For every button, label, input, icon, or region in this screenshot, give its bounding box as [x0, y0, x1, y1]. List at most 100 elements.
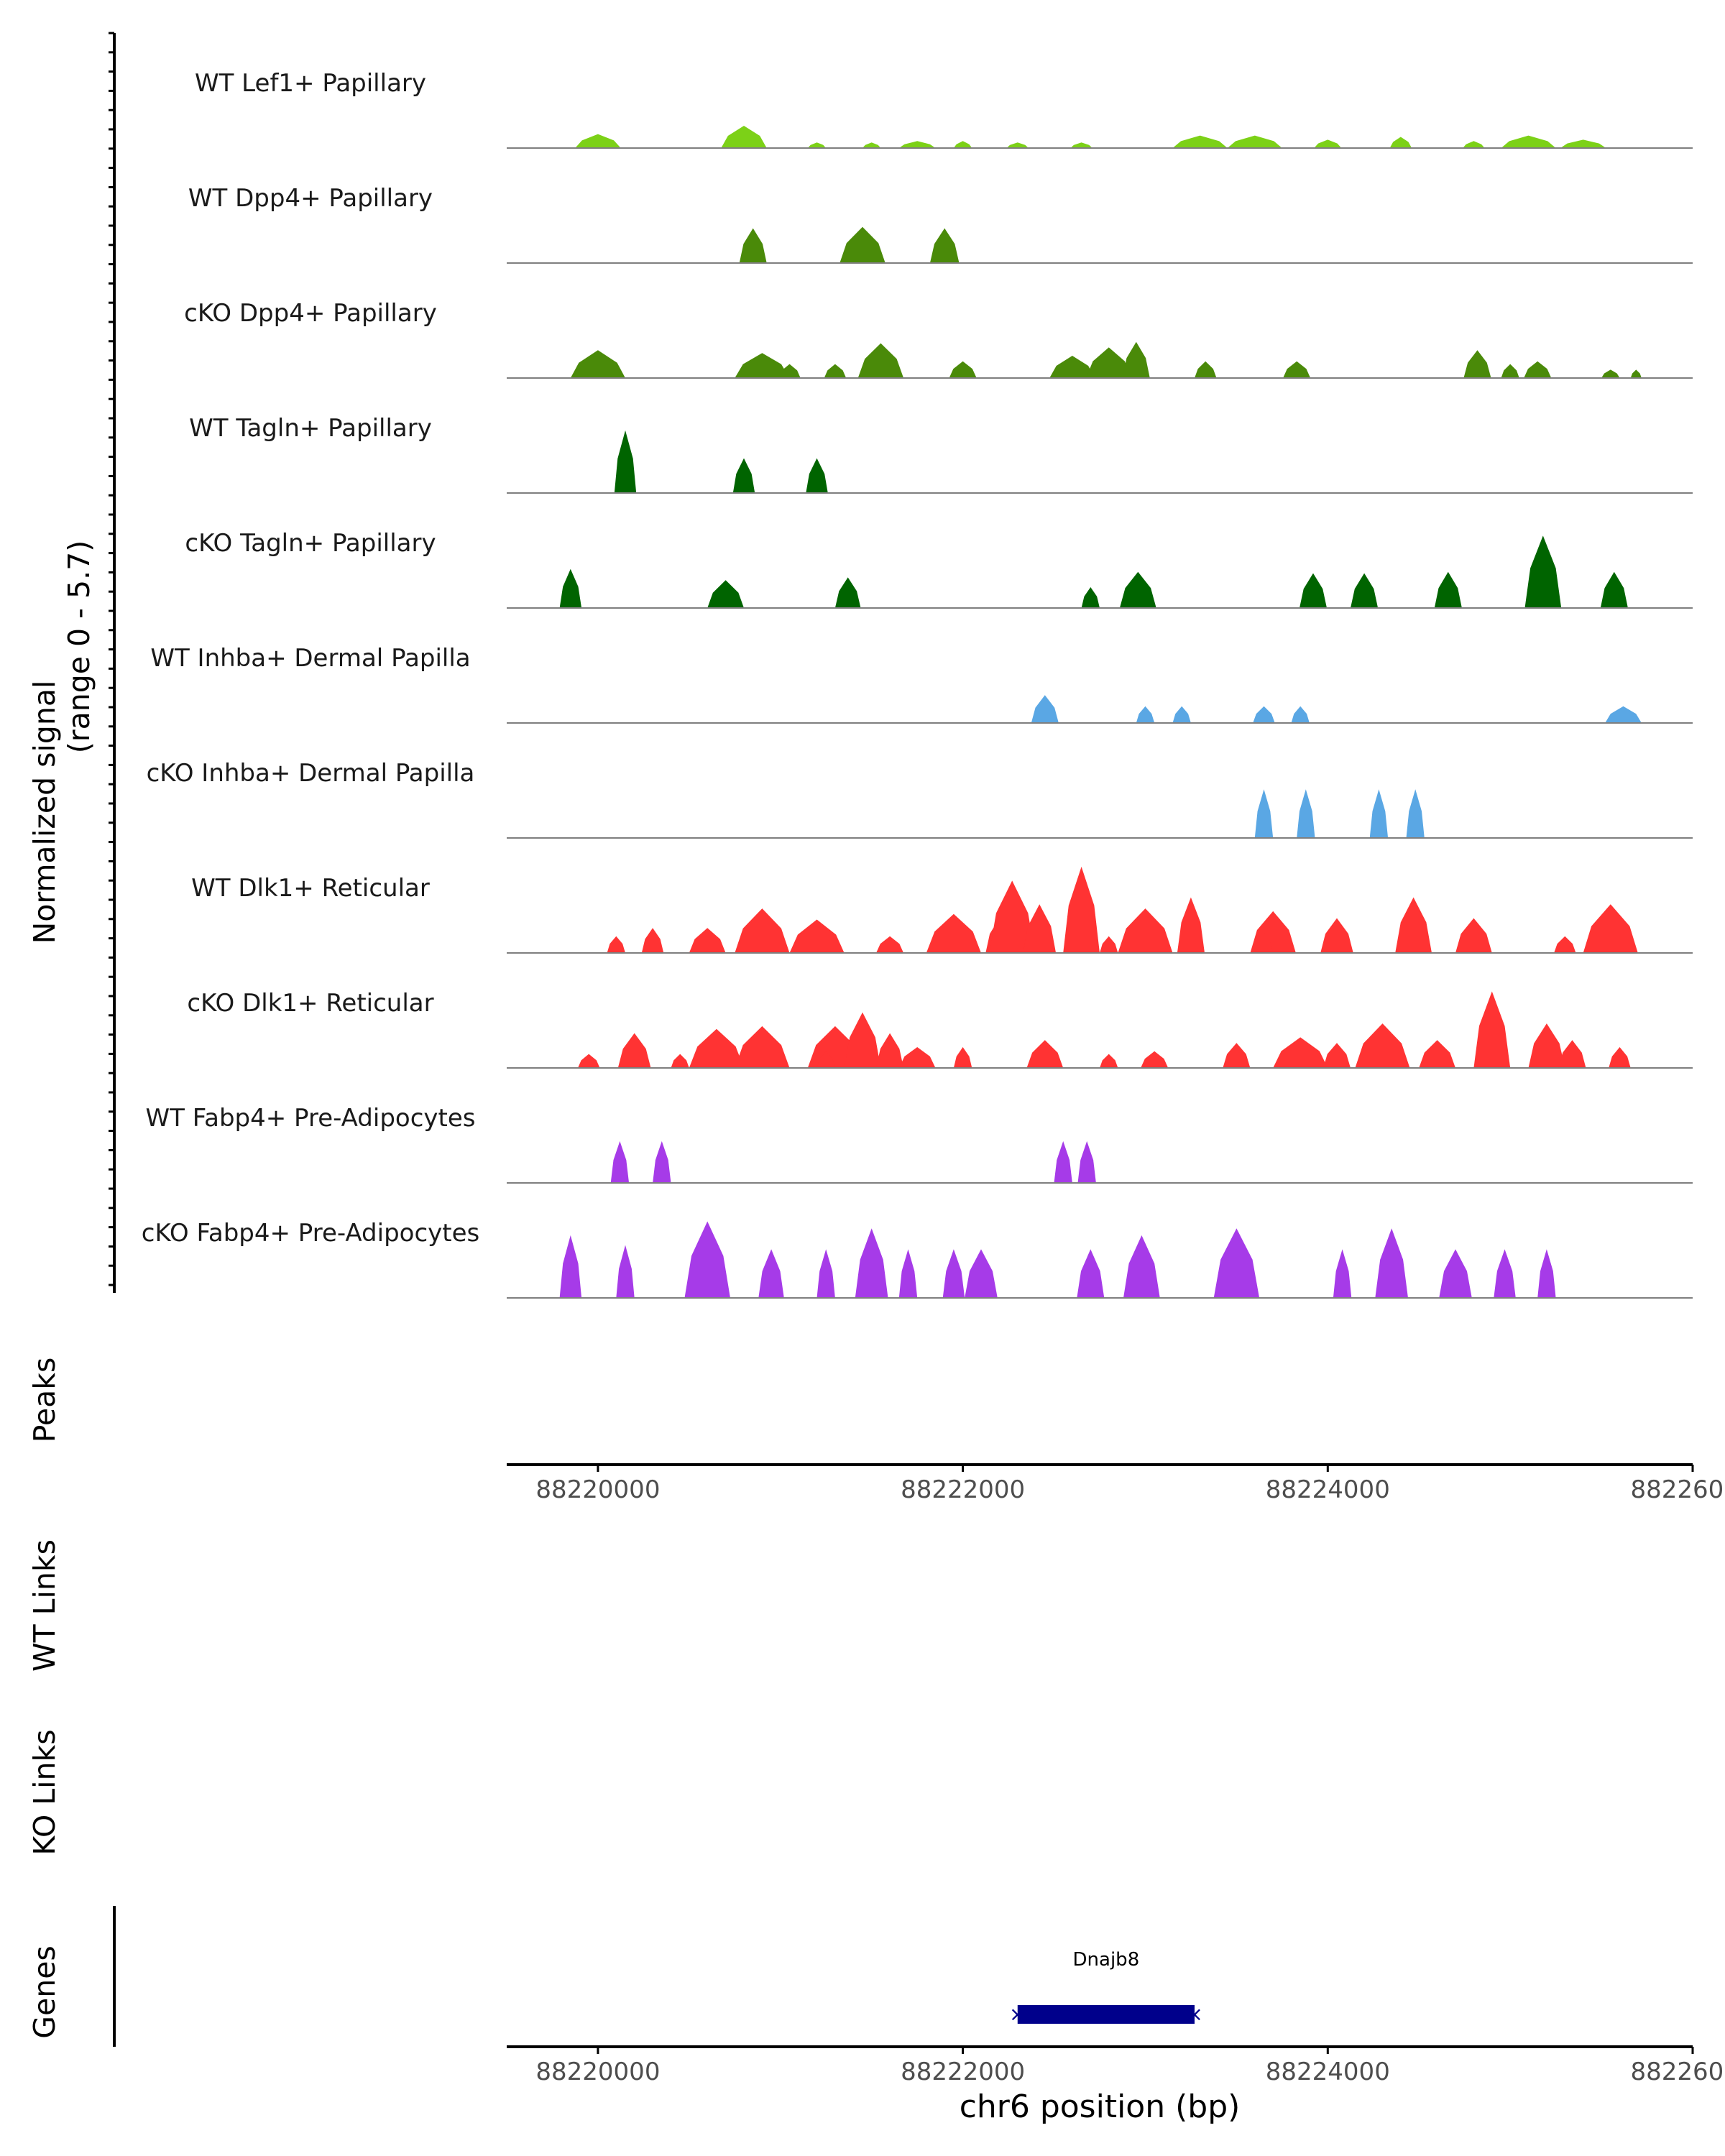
coverage-peak: [739, 228, 767, 263]
gene-label: Dnajb8: [1073, 1949, 1140, 1971]
coverage-peak: [735, 908, 790, 953]
peaks-x-tick-label: 88224000: [1266, 1475, 1390, 1504]
coverage-peak: [926, 913, 981, 953]
track-cko-fabp4-pre-adipocytes: cKO Fabp4+ Pre-Adipocytes: [142, 1219, 1693, 1299]
coverage-peak: [559, 1235, 582, 1298]
coverage-peak: [1070, 142, 1092, 148]
coverage-peak: [1501, 364, 1519, 378]
coverage-peak: [844, 1012, 881, 1068]
coverage-peak: [1254, 789, 1274, 838]
coverage-peak: [1049, 356, 1095, 378]
track-wt-lef1-papillary: WT Lef1+ Papillary: [195, 69, 1693, 149]
gene-body: [1017, 2005, 1195, 2024]
coverage-peak: [806, 458, 828, 493]
coverage-peak: [735, 353, 790, 378]
coverage-peak: [1494, 1249, 1516, 1298]
track-wt-inhba-dermal-papilla: WT Inhba+ Dermal Papilla: [150, 644, 1693, 724]
coverage-peak: [1501, 135, 1556, 148]
coverage-peak: [1601, 369, 1620, 378]
coverage-peak: [1253, 706, 1275, 723]
coverage-peak: [1395, 897, 1432, 953]
coverage-peak: [1077, 1141, 1096, 1183]
track-wt-fabp4-pre-adipocytes: WT Fabp4+ Pre-Adipocytes: [146, 1104, 1693, 1184]
peaks-x-axis-ticks: 88220000 88222000 88224000 88226000: [535, 1465, 1725, 1504]
coverage-peak: [1122, 341, 1150, 378]
track-cko-tagln-papillary: cKO Tagln+ Papillary: [185, 529, 1693, 609]
coverage-peak: [616, 1245, 635, 1298]
coverage-peak: [1355, 1023, 1410, 1068]
coverage-peak: [1118, 908, 1173, 953]
coverage-peak: [1054, 1141, 1072, 1183]
genes-x-tick-label: 88224000: [1266, 2058, 1390, 2086]
x-axis-title: chr6 position (bp): [960, 2088, 1241, 2125]
track-label: WT Tagln+ Papillary: [189, 414, 432, 443]
coverage-peak: [575, 134, 621, 148]
coverage-peak: [1063, 867, 1100, 953]
coverage-peak: [965, 1249, 998, 1298]
coverage-peak: [953, 1047, 972, 1068]
coverage-peak: [1031, 695, 1059, 723]
coverage-peak: [617, 1033, 651, 1068]
coverage-peak: [1554, 936, 1576, 953]
coverage-peak: [898, 1047, 936, 1068]
coverage-peak: [1100, 936, 1118, 953]
coverage-peak: [1172, 706, 1191, 723]
coverage-peak: [1630, 369, 1642, 378]
coverage-peak: [689, 1028, 744, 1068]
peaks-x-tick-label: 88226000: [1630, 1475, 1725, 1504]
coverage-peak: [1254, 932, 1274, 953]
coverage-peak: [855, 1228, 888, 1298]
coverage-peak: [1524, 535, 1562, 608]
coverage-peak: [1600, 571, 1628, 608]
coverage-peak: [1320, 918, 1353, 953]
coverage-peak: [578, 1054, 600, 1068]
track-wt-tagln-papillary: WT Tagln+ Papillary: [189, 414, 1693, 494]
y-axis-label-line2: (range 0 - 5.7): [62, 540, 96, 753]
coverage-peak: [1609, 1047, 1631, 1068]
coverage-peak: [707, 580, 744, 608]
coverage-peak: [876, 1033, 904, 1068]
coverage-peak: [1375, 1228, 1408, 1298]
coverage-peak: [1141, 1051, 1169, 1068]
genes-x-tick-label: 88220000: [535, 2058, 660, 2086]
genes-track-label: Genes: [27, 1945, 62, 2039]
coverage-peak: [862, 142, 881, 148]
coverage-peak: [807, 142, 827, 148]
genes-x-tick-label: 88222000: [901, 2058, 1025, 2086]
coverage-peak: [816, 1051, 835, 1068]
peaks-x-tick-label: 88220000: [535, 1475, 660, 1504]
coverage-peak: [1583, 904, 1638, 953]
coverage-peak: [1333, 1249, 1352, 1298]
genes-x-tick-label: 88226000: [1630, 2058, 1725, 2086]
coverage-peak: [1524, 361, 1552, 378]
coverage-peak: [1560, 139, 1606, 148]
coverage-peak: [1537, 1249, 1556, 1298]
coverage-peak: [942, 1249, 965, 1298]
track-label: cKO Tagln+ Papillary: [185, 529, 436, 558]
track-label: cKO Inhba+ Dermal Papilla: [147, 759, 475, 788]
coverage-peak: [824, 364, 847, 378]
coverage-peak: [758, 1249, 784, 1298]
coverage-peak: [1195, 361, 1217, 378]
track-label: WT Dpp4+ Papillary: [188, 184, 433, 213]
coverage-peak: [1023, 904, 1057, 953]
coverage-peak: [614, 430, 637, 493]
coverage-peak: [1323, 1043, 1351, 1068]
track-wt-dpp4-papillary: WT Dpp4+ Papillary: [188, 184, 1693, 264]
coverage-peak: [1455, 918, 1492, 953]
coverage-peak: [721, 126, 767, 148]
coverage-peak: [1297, 789, 1315, 838]
track-label: WT Inhba+ Dermal Papilla: [150, 644, 470, 673]
coverage-peak: [1528, 1023, 1565, 1068]
coverage-peak: [876, 936, 904, 953]
coverage-peak: [1119, 571, 1156, 608]
coverage-peak: [610, 1141, 630, 1183]
peaks-track-label: Peaks: [27, 1358, 62, 1443]
coverage-peak: [653, 1141, 671, 1183]
coverage-peak: [1273, 1037, 1328, 1068]
coverage-peak: [929, 228, 960, 263]
track-cko-inhba-dermal-papilla: cKO Inhba+ Dermal Papilla: [147, 759, 1693, 839]
track-label: WT Dlk1+ Reticular: [191, 874, 430, 903]
coverage-peak: [1223, 1043, 1251, 1068]
